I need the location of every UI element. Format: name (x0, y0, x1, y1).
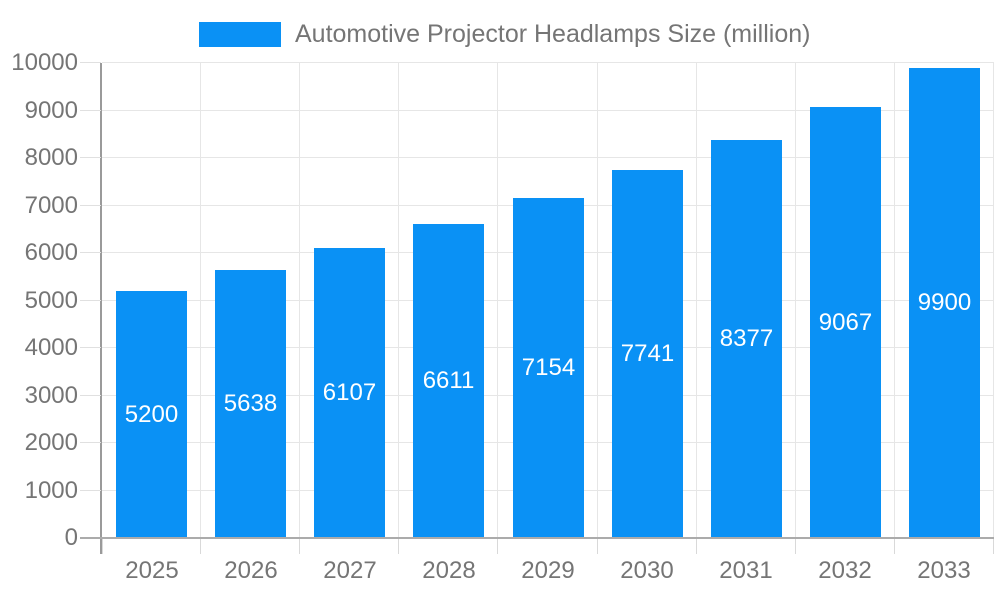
y-axis-tick (80, 205, 101, 206)
x-tick-label: 2031 (719, 557, 773, 584)
y-tick-label: 6000 (24, 239, 78, 266)
x-tick-label: 2026 (224, 557, 278, 584)
x-gridline (597, 63, 598, 538)
y-axis-tick (80, 300, 101, 301)
bar-value-label: 6611 (422, 367, 475, 394)
bar-value-label: 6107 (322, 379, 377, 406)
y-axis-tick (80, 347, 101, 348)
y-axis-tick (80, 442, 101, 443)
y-axis-tick (80, 395, 101, 396)
y-tick-label: 0 (64, 524, 78, 551)
bar-2030: 7741 (612, 170, 683, 538)
legend: Automotive Projector Headlamps Size (mil… (199, 15, 810, 53)
x-axis-tick (398, 539, 399, 554)
x-tick-label: 2025 (125, 557, 179, 584)
bar-value-label: 7154 (521, 354, 576, 381)
x-tick-label: 2030 (620, 557, 674, 584)
y-axis-line (100, 63, 102, 554)
x-tick-label: 2028 (422, 557, 476, 584)
bar-2026: 5638 (215, 270, 286, 538)
x-gridline (993, 63, 994, 538)
y-axis-tick (80, 157, 101, 158)
y-tick-label: 5000 (24, 287, 78, 314)
bar-value-label: 7741 (620, 340, 675, 367)
plot-area: 5200 5638 6107 6611 7154 7741 8377 9067 9900 (102, 62, 994, 538)
bar-2032: 9067 (810, 107, 881, 538)
y-axis-tick (80, 490, 101, 491)
bar-value-label: 5638 (223, 390, 278, 417)
x-axis-tick (597, 539, 598, 554)
legend-label: Automotive Projector Headlamps Size (mil… (295, 19, 811, 48)
y-tick-label: 1000 (24, 477, 78, 504)
x-gridline (200, 63, 201, 538)
bar-value-label: 5200 (124, 400, 179, 428)
x-tick-label: 2032 (818, 557, 872, 584)
y-gridline (102, 62, 994, 63)
y-tick-label: 2000 (24, 429, 78, 456)
bar-value-label: 8377 (719, 325, 774, 352)
y-gridline (102, 157, 994, 158)
x-axis-tick (102, 539, 103, 554)
bar-2029: 7154 (513, 198, 584, 538)
x-tick-label: 2027 (323, 557, 377, 584)
x-gridline (795, 63, 796, 538)
bar-value-label: 9900 (917, 289, 972, 316)
y-tick-label: 7000 (24, 192, 78, 219)
bar-2028: 6611 (413, 224, 484, 538)
x-tick-label: 2033 (917, 557, 971, 584)
x-axis-tick (795, 539, 796, 554)
x-gridline (398, 63, 399, 538)
x-axis-tick (993, 539, 994, 554)
x-gridline (894, 63, 895, 538)
y-axis-tick (80, 62, 101, 63)
y-tick-label: 3000 (24, 382, 78, 409)
bar-2025: 5200 (116, 291, 187, 538)
x-axis-tick (200, 539, 201, 554)
x-axis-tick (894, 539, 895, 554)
x-axis-tick (497, 539, 498, 554)
bar-2033: 9900 (909, 68, 980, 538)
x-axis-tick (299, 539, 300, 554)
x-axis-tick (696, 539, 697, 554)
bar-2027: 6107 (314, 248, 385, 538)
bar-value-label: 9067 (818, 308, 873, 336)
y-axis-tick (80, 110, 101, 111)
y-tick-label: 4000 (24, 334, 78, 361)
y-tick-label: 9000 (24, 97, 78, 124)
y-gridline (102, 110, 994, 111)
x-gridline (299, 63, 300, 538)
x-axis-line (80, 537, 994, 539)
x-gridline (497, 63, 498, 538)
legend-swatch (199, 21, 281, 47)
x-gridline (696, 63, 697, 538)
y-tick-label: 10000 (11, 49, 78, 76)
x-tick-label: 2029 (521, 557, 575, 584)
y-tick-label: 8000 (24, 144, 78, 171)
bar-2031: 8377 (711, 140, 782, 538)
y-axis-tick (80, 252, 101, 253)
